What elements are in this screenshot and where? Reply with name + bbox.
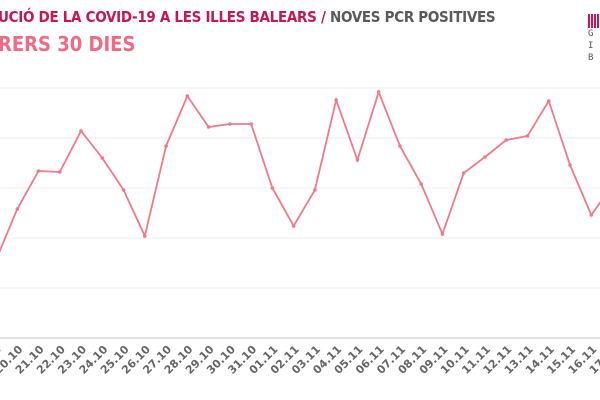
series-line <box>0 89 600 253</box>
logo-letter: G <box>588 29 594 39</box>
data-point <box>568 163 572 167</box>
data-point <box>398 144 402 148</box>
govern-logo: G I B <box>588 14 600 74</box>
chart-title: UCIÓ DE LA COVID-19 A LES ILLES BALEARS … <box>0 8 496 26</box>
data-point <box>164 144 168 148</box>
data-point <box>57 170 62 174</box>
data-point <box>546 99 551 103</box>
data-point <box>419 182 424 186</box>
logo-letter: I <box>588 41 594 51</box>
logo-mark-icon <box>588 14 600 28</box>
chart-subtitle: RERS 30 DIES <box>0 32 136 56</box>
data-point <box>100 156 105 160</box>
data-point <box>270 186 275 190</box>
data-point <box>249 122 253 126</box>
data-point <box>15 207 20 211</box>
data-point <box>589 213 594 217</box>
data-point <box>355 158 360 162</box>
data-point <box>143 234 147 238</box>
data-point <box>376 90 381 94</box>
data-point <box>525 134 530 138</box>
data-point <box>79 129 83 133</box>
data-point <box>121 188 126 192</box>
title-main: UCIÓ DE LA COVID-19 A LES ILLES BALEARS <box>0 8 317 26</box>
data-point <box>313 188 317 192</box>
data-point <box>504 138 509 142</box>
data-point <box>36 169 41 173</box>
data-point <box>334 98 338 102</box>
data-point <box>291 224 296 228</box>
data-point <box>185 94 190 98</box>
data-point <box>461 171 466 175</box>
logo-letter: B <box>588 53 594 63</box>
title-separator: / <box>320 8 326 26</box>
title-suffix: NOVES PCR POSITIVES <box>329 8 496 26</box>
data-point <box>206 125 211 129</box>
data-point <box>483 155 487 159</box>
data-point <box>228 122 232 126</box>
data-point <box>440 232 445 236</box>
